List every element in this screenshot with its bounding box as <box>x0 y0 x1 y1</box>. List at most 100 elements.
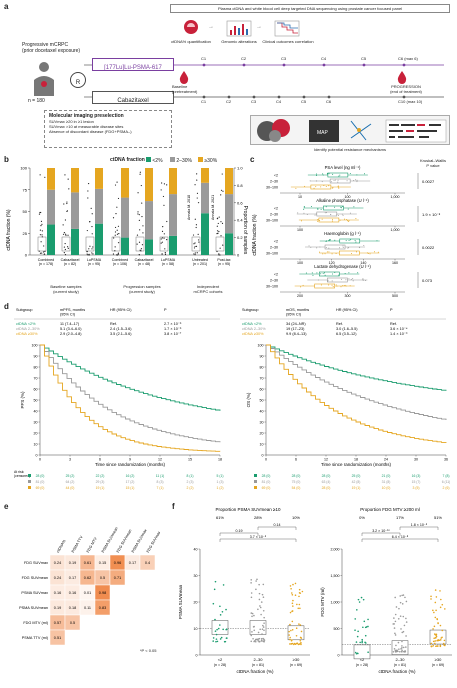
data-point <box>430 598 432 600</box>
data-point <box>255 588 257 591</box>
proportion-bar <box>71 192 79 229</box>
data-point <box>196 192 199 194</box>
data-point <box>64 174 66 176</box>
data-point <box>251 612 254 615</box>
data-point <box>164 253 167 256</box>
legend-label: ≥30% <box>204 158 218 164</box>
c-pvalue: 0.073 <box>422 278 433 283</box>
data-point <box>401 594 403 597</box>
data-point <box>405 646 407 648</box>
proportion-bar <box>47 189 55 225</box>
bracket <box>219 538 297 542</box>
data-point <box>320 284 322 286</box>
x-tick-label: 120 <box>329 261 335 265</box>
b-legend-mid: 2–30% <box>170 157 192 164</box>
data-point <box>356 635 359 638</box>
data-point <box>290 629 292 632</box>
x-tick-label: 1,000 <box>391 195 400 199</box>
data-point <box>250 579 253 581</box>
y-tick-label: 70 <box>260 376 264 380</box>
data-point <box>433 637 435 640</box>
data-point <box>292 599 294 602</box>
data-point <box>400 628 402 630</box>
table-header: Subgroup <box>242 308 258 312</box>
at-risk-value: 17 (2) <box>126 480 135 484</box>
data-point <box>161 241 163 243</box>
y-tick-label: 100 <box>258 343 264 347</box>
data-point <box>290 587 292 590</box>
at-risk-value: 29 (3) <box>96 480 105 484</box>
proportion-bar <box>169 235 177 255</box>
data-point <box>289 623 291 626</box>
data-point <box>87 254 89 256</box>
data-point <box>434 589 437 591</box>
cycle-label: C10 (max 10) <box>398 99 423 104</box>
box <box>215 236 225 252</box>
y-tick-label: 1,000 <box>331 600 340 604</box>
data-point <box>340 286 342 288</box>
data-point <box>196 173 198 175</box>
data-point <box>87 182 90 185</box>
data-point <box>327 279 329 281</box>
data-point <box>43 253 46 255</box>
km-plot: Subgroup mOS, months(95% CI) HR (95% CI) Pc… <box>240 308 450 490</box>
group-n: (n = 58) <box>162 262 175 266</box>
data-point <box>340 207 342 209</box>
data-point <box>291 629 294 631</box>
f-group-n: (n = 81) <box>252 663 265 667</box>
data-point <box>138 214 140 216</box>
y-tick-label: 60 <box>34 387 38 391</box>
data-point <box>260 638 263 640</box>
data-point <box>196 197 198 199</box>
x-tick-label: 100 <box>297 261 303 265</box>
table-header: (95% CI) <box>286 313 302 317</box>
box <box>353 644 371 660</box>
data-point <box>435 609 437 612</box>
data-point <box>260 601 263 603</box>
data-point <box>315 180 317 182</box>
data-point <box>317 218 319 220</box>
data-point <box>225 608 227 611</box>
heatmap-value: 0.19 <box>69 561 76 565</box>
f-pvalue: 0.14 <box>274 523 281 527</box>
cycle-label: C3 <box>251 99 257 104</box>
proportion-bar <box>47 168 55 190</box>
data-point <box>251 631 253 633</box>
cycle-label: C5 <box>361 56 367 61</box>
y-tick-label: 90 <box>260 354 264 358</box>
data-point <box>398 607 400 610</box>
data-point <box>197 202 200 204</box>
bracket <box>219 532 259 536</box>
data-point <box>319 220 321 222</box>
data-point <box>220 189 223 191</box>
data-point <box>295 627 298 629</box>
x-tick-label: 24 <box>384 458 388 462</box>
panel-b-chart: ctDNA fraction (%) Proportion of samples… <box>6 166 248 267</box>
data-point <box>194 253 196 256</box>
c-pvalue: 0.0022 <box>422 245 435 250</box>
data-point <box>194 242 196 244</box>
data-point <box>196 179 198 181</box>
table-cell: ctDNA ≥30% <box>242 332 264 336</box>
at-risk-value: 16 (2) <box>126 474 135 478</box>
data-point <box>219 254 221 256</box>
data-point <box>315 175 317 177</box>
x-tick-label: 9 <box>129 458 131 462</box>
c-subtitle: Haemoglobin (g l⁻¹) <box>324 231 361 236</box>
c-group-label: <2 <box>274 273 278 277</box>
y-tick-label: 0 <box>36 453 38 457</box>
data-point <box>198 241 200 243</box>
data-point <box>328 239 330 241</box>
data-point <box>349 212 351 214</box>
data-point <box>289 611 292 614</box>
data-point <box>86 229 88 232</box>
data-point <box>361 640 364 643</box>
at-risk-value: 19 (1) <box>96 486 105 490</box>
data-point <box>217 232 219 234</box>
legend-swatch <box>198 157 203 162</box>
f-percent: 61% <box>216 515 224 520</box>
y-tick-label: 1,500 <box>331 574 340 578</box>
data-point <box>193 243 195 245</box>
table-cell: 34 (24–NR) <box>286 322 306 326</box>
panel-label-d: d <box>4 302 9 311</box>
